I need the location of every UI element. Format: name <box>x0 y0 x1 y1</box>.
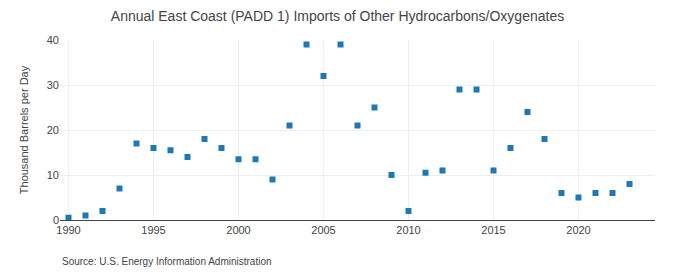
svg-text:2015: 2015 <box>481 224 505 236</box>
svg-text:40: 40 <box>47 34 59 46</box>
svg-text:2010: 2010 <box>396 224 420 236</box>
svg-text:Thousand Barrels per Day: Thousand Barrels per Day <box>18 65 30 194</box>
svg-text:20: 20 <box>47 124 59 136</box>
svg-text:2005: 2005 <box>311 224 335 236</box>
svg-text:Annual East Coast (PADD 1) Imp: Annual East Coast (PADD 1) Imports of Ot… <box>111 8 564 24</box>
svg-text:0: 0 <box>53 214 59 226</box>
svg-text:Source: U.S. Energy Informatio: Source: U.S. Energy Information Administ… <box>62 256 272 267</box>
svg-text:30: 30 <box>47 79 59 91</box>
svg-text:1995: 1995 <box>141 224 165 236</box>
svg-text:2020: 2020 <box>566 224 590 236</box>
svg-text:2000: 2000 <box>226 224 250 236</box>
svg-text:1990: 1990 <box>56 224 80 236</box>
svg-text:10: 10 <box>47 169 59 181</box>
